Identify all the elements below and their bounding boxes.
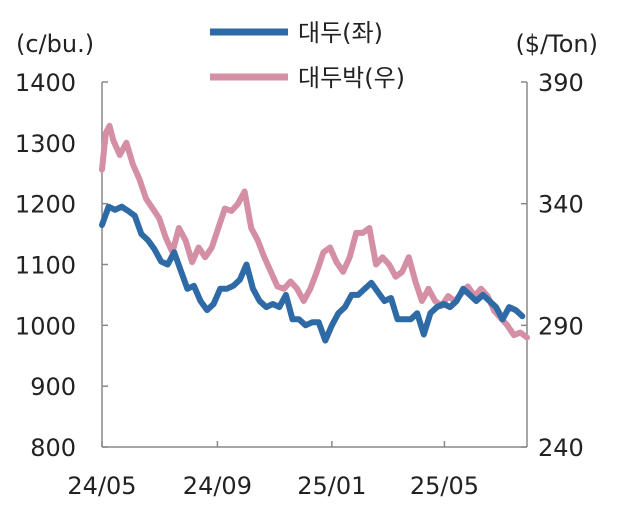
right-axis-tick-label: 240 <box>538 434 584 462</box>
left-axis-tick-label: 1000 <box>15 312 76 340</box>
legend-label-series-0: 대두(좌) <box>298 19 383 47</box>
series-layer <box>99 122 530 344</box>
x-axis-tick-label: 25/01 <box>297 472 366 500</box>
legend: 대두(좌) 대두박(우) <box>210 19 405 92</box>
series-line-1 <box>99 122 530 341</box>
right-axis-unit-label: ($/Ton) <box>515 30 598 58</box>
left-axis-tick-label: 1100 <box>15 252 76 280</box>
left-axis-tick-label: 1200 <box>15 191 76 219</box>
series-line-0 <box>99 203 526 344</box>
x-axis-tick-label: 24/05 <box>67 472 136 500</box>
left-axis-ticks: 800 900 1000 1100 1200 1300 1400 <box>15 69 108 462</box>
right-axis-tick-label: 340 <box>538 191 584 219</box>
right-axis-ticks: 240 290 340 390 <box>521 69 584 462</box>
left-axis-tick-label: 900 <box>30 373 76 401</box>
left-axis-tick-label: 1400 <box>15 69 76 97</box>
right-axis-tick-label: 390 <box>538 69 584 97</box>
right-axis-tick-label: 290 <box>538 312 584 340</box>
x-axis-tick-label: 24/09 <box>183 472 252 500</box>
left-axis-tick-label: 1300 <box>15 130 76 158</box>
left-axis-unit-label: (c/bu.) <box>16 30 94 58</box>
legend-label-series-1: 대두박(우) <box>298 64 405 92</box>
left-axis-tick-label: 800 <box>30 434 76 462</box>
x-axis-tick-label: 25/05 <box>410 472 479 500</box>
x-axis-ticks: 24/05 24/09 25/01 25/05 <box>67 441 479 500</box>
